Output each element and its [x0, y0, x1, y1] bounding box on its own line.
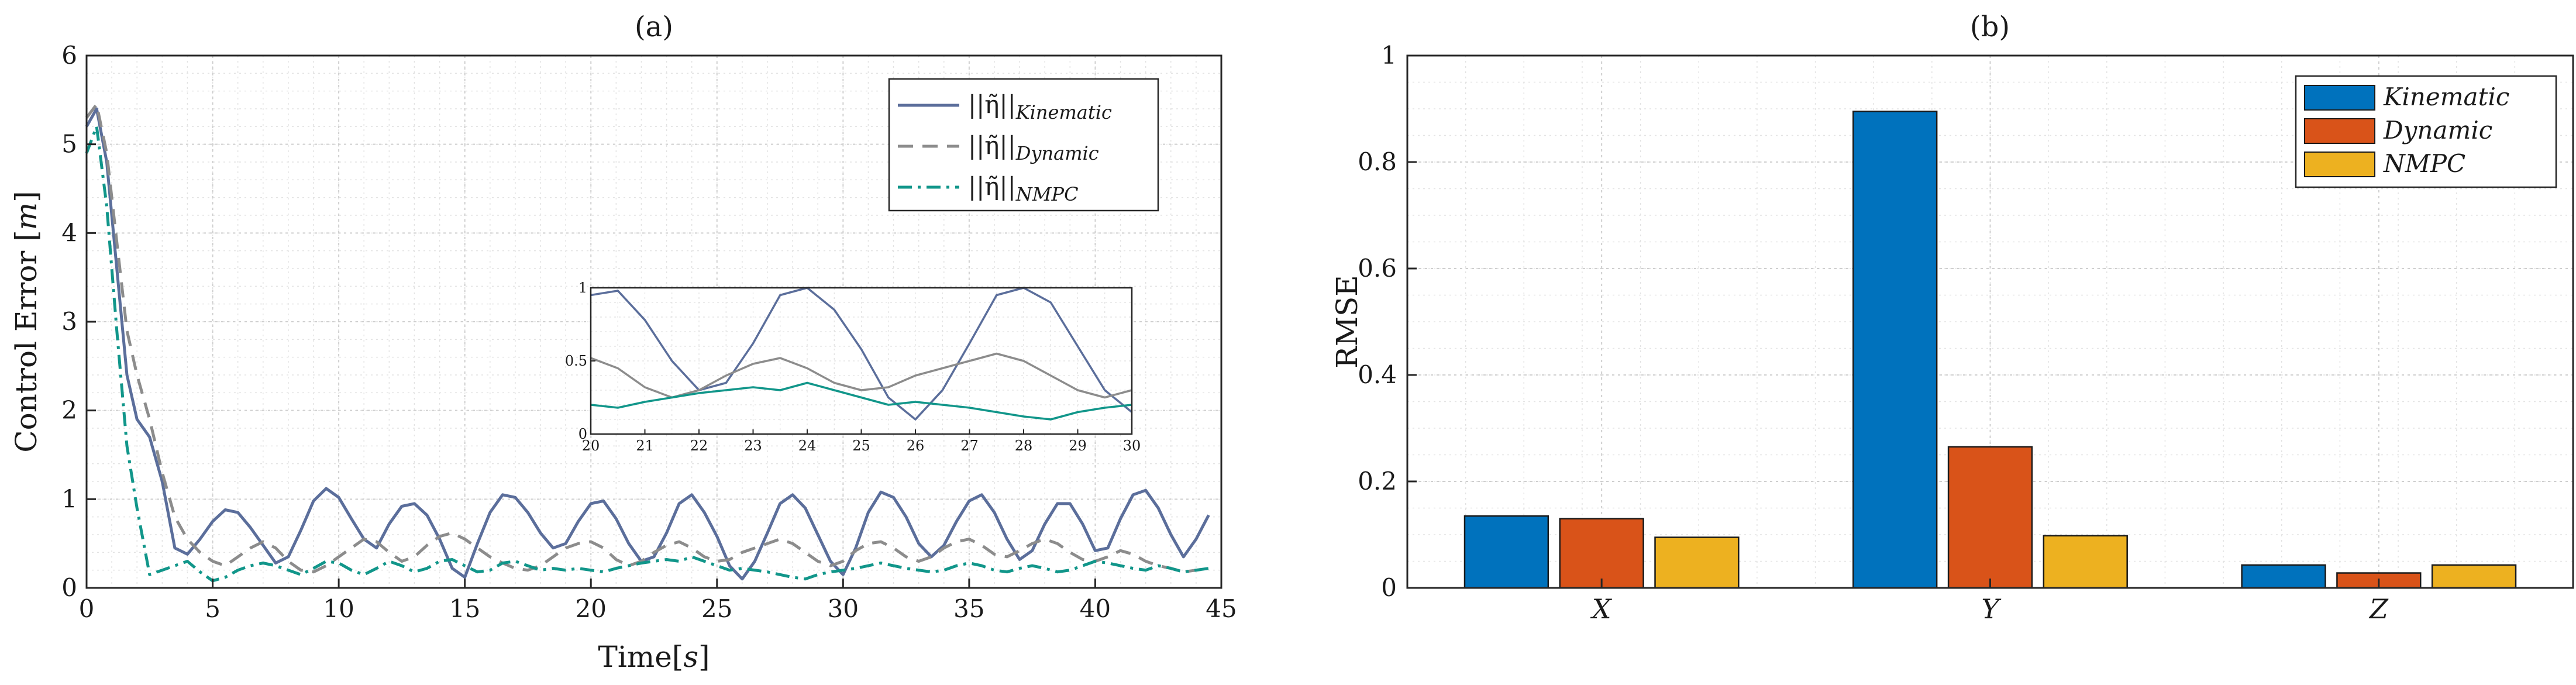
y-tick-label: 5: [61, 130, 77, 159]
inset-y-tick-label: 1: [578, 280, 587, 296]
y-tick-label: 1: [1381, 41, 1397, 70]
panel-b: (b) 0 0.2 0.4 0.6 0.8 1 X Y Z RMSE Kinematic Dyn…: [1330, 11, 2574, 625]
inset-x-tick-label: 29: [1069, 438, 1087, 454]
legend-label-dynamic: ||η̃||Dynamic: [968, 131, 1099, 164]
panel-b-ylabel: RMSE: [1330, 275, 1364, 369]
legend-label-kinematic-b: Kinematic: [2383, 82, 2509, 111]
legend-item-nmpc-b: NMPC: [2304, 149, 2465, 178]
y-tick-label: 0.8: [1358, 147, 1397, 176]
y-tick-label: 3: [61, 307, 77, 336]
inset-x-tick-label: 28: [1015, 438, 1033, 454]
inset-y-tick-label: 0.5: [565, 353, 587, 369]
inset-line-nmpc: [590, 381, 1132, 421]
legend-swatch-dynamic-b: [2304, 118, 2375, 144]
inset-x-tick-label: 21: [636, 438, 654, 454]
legend-swatch-nmpc-b: [2304, 152, 2375, 177]
x-tick-label: 40: [1080, 594, 1111, 623]
panel-a-title: (a): [635, 11, 673, 43]
y-tick-label: 4: [61, 218, 77, 247]
inset-x-tick-label: 27: [960, 438, 979, 454]
bar-kinematic-z: [2241, 564, 2326, 589]
panel-b-title: (b): [1970, 11, 2010, 43]
x-category-label: Y: [1981, 593, 2002, 625]
inset-x-tick-label: 26: [907, 438, 925, 454]
y-tick-label: 0: [61, 573, 77, 602]
x-category-label: X: [1590, 593, 1613, 625]
bar-kinematic-y: [1852, 111, 1938, 589]
inset-x-tick-label: 20: [582, 438, 600, 454]
x-category-label: Z: [2368, 593, 2389, 625]
x-tick-label: 10: [323, 594, 354, 623]
inset-ticks: 20 21 22 23 24 25 26 27 28 29 30 0 0.5 1: [565, 280, 1141, 454]
inset-x-tick-label: 23: [744, 438, 762, 454]
x-tick-label: 30: [828, 594, 859, 623]
bar-dynamic-x: [1559, 518, 1644, 589]
legend-label-nmpc: ||η̃||NMPC: [968, 172, 1079, 205]
legend-label-dynamic-b: Dynamic: [2383, 116, 2492, 144]
legend-item-nmpc: ||η̃||NMPC: [898, 172, 1079, 205]
y-tick-label: 0.2: [1358, 467, 1397, 495]
legend-swatch-kinematic-b: [2304, 85, 2375, 111]
panel-a-xlabel: Time[s]: [598, 640, 710, 674]
y-tick-label: 0.6: [1358, 254, 1397, 283]
panel-a-series: [85, 102, 1210, 583]
inset-x-tick-label: 25: [852, 438, 870, 454]
y-tick-label: 0.4: [1358, 360, 1397, 389]
panel-a-ylabel: Control Error [m]: [9, 191, 43, 452]
y-tick-label: 2: [61, 396, 77, 425]
x-tick-label: 25: [701, 594, 732, 623]
inset-x-tick-label: 22: [690, 438, 708, 454]
legend-label-nmpc-b: NMPC: [2383, 149, 2465, 178]
inset-series: [590, 287, 1133, 421]
y-tick-label: 0: [1381, 573, 1397, 602]
inset-x-tick-label: 24: [798, 438, 817, 454]
legend-item-kinematic: ||η̃||Kinematic: [898, 90, 1112, 123]
bar-nmpc-x: [1654, 536, 1740, 589]
series-line-nmpc: [85, 125, 1209, 583]
inset-y-tick-label: 0: [578, 426, 587, 442]
legend-item-kinematic-b: Kinematic: [2304, 82, 2509, 111]
panel-a-inset: 20 21 22 23 24 25 26 27 28 29 30 0 0.5 1: [565, 280, 1141, 454]
panel-b-ticks: 0 0.2 0.4 0.6 0.8 1 X Y Z: [1358, 41, 2389, 625]
x-tick-label: 15: [449, 594, 480, 623]
legend-item-dynamic-b: Dynamic: [2304, 116, 2492, 144]
bar-nmpc-y: [2043, 535, 2128, 589]
series-line-dynamic: [85, 102, 1209, 574]
panel-b-bars: [1463, 111, 2517, 589]
x-tick-label: 5: [205, 594, 221, 623]
y-tick-label: 1: [61, 484, 77, 513]
panel-a-legend: ||η̃||Kinematic ||η̃||Dynamic ||η̃||NMPC: [888, 78, 1159, 212]
x-tick-label: 45: [1206, 594, 1237, 623]
inset-line-kinematic: [590, 287, 1133, 421]
inset-x-tick-label: 30: [1123, 438, 1141, 454]
legend-label-kinematic: ||η̃||Kinematic: [968, 90, 1112, 123]
panel-b-legend: Kinematic Dynamic NMPC: [2295, 75, 2557, 188]
x-tick-label: 20: [575, 594, 606, 623]
y-tick-label: 6: [61, 41, 77, 70]
legend-item-dynamic: ||η̃||Dynamic: [898, 131, 1099, 164]
x-tick-label: 0: [79, 594, 95, 623]
bar-kinematic-x: [1463, 515, 1549, 589]
x-tick-label: 35: [953, 594, 984, 623]
bar-dynamic-y: [1947, 446, 2033, 589]
bar-nmpc-z: [2431, 564, 2517, 589]
